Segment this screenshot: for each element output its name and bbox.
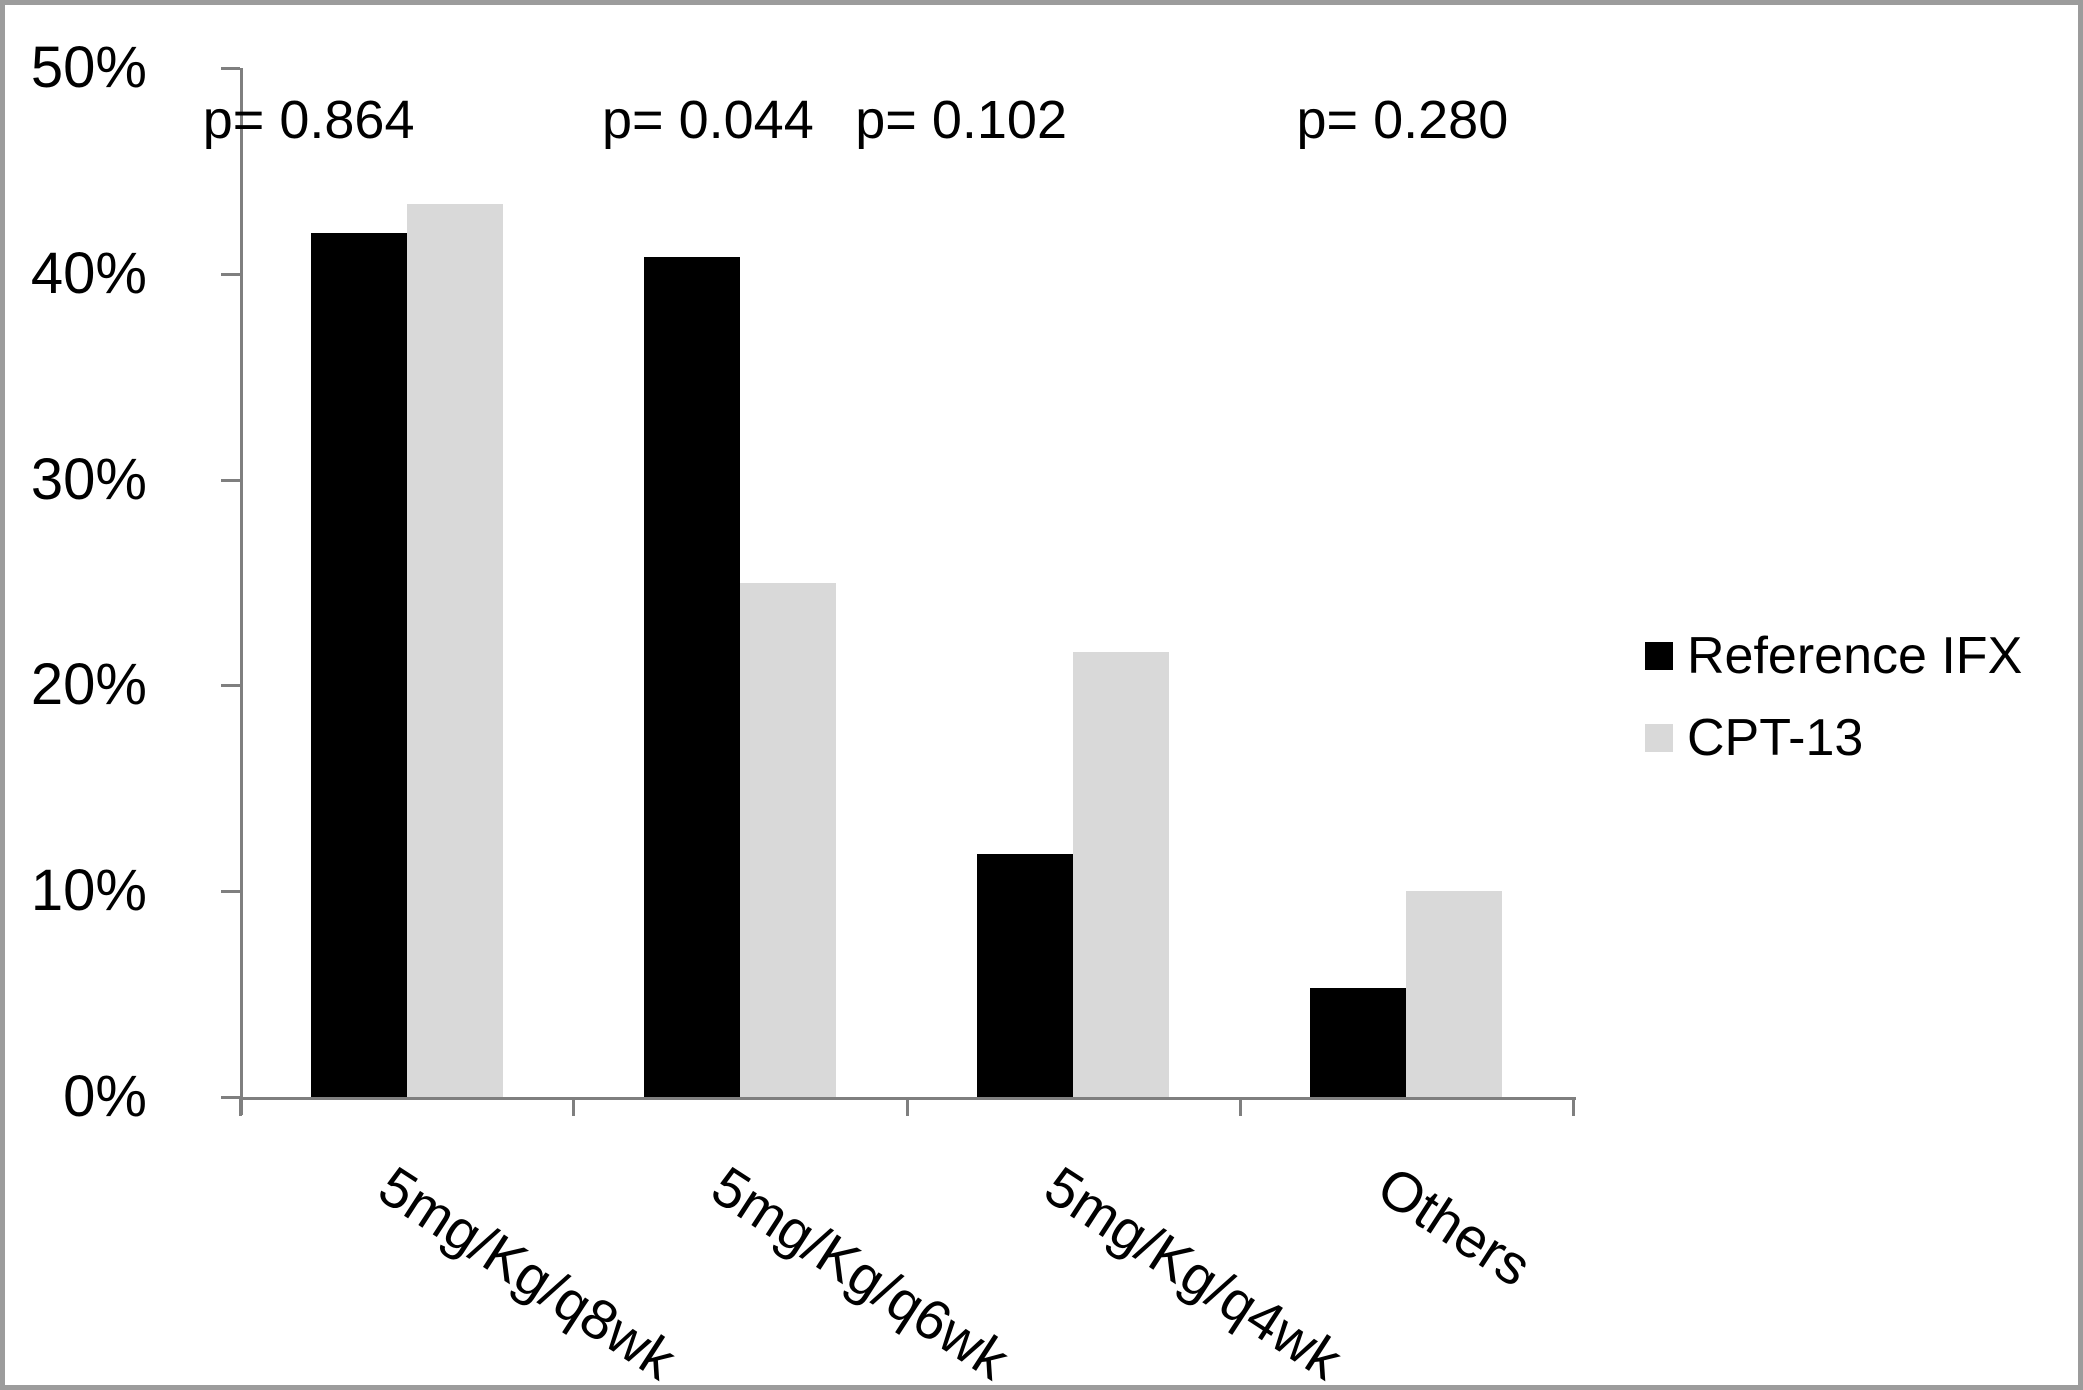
legend-marker-cpt-13	[1645, 724, 1673, 752]
x-tick-mark	[239, 1097, 242, 1116]
category-label: 5mg/Kg/q8wk	[367, 1153, 687, 1390]
y-tick-label: 20%	[30, 652, 147, 718]
p-value-label: p= 0.280	[1296, 90, 1509, 150]
category-label: 5mg/Kg/q4wk	[1034, 1153, 1354, 1390]
bar-reference-ifx	[310, 232, 407, 1097]
legend-item-cpt-13: CPT-13	[1645, 712, 1863, 764]
y-tick-label: 30%	[30, 446, 147, 512]
category-label: 5mg/Kg/q6wk	[701, 1153, 1020, 1390]
bar-cpt-13	[1406, 891, 1503, 1097]
legend-label-reference-ifx: Reference IFX	[1687, 627, 2023, 685]
legend-label-cpt-13: CPT-13	[1687, 709, 1864, 767]
bar-cpt-13	[406, 203, 503, 1097]
category-label: Others	[1367, 1153, 1543, 1299]
y-tick-mark	[221, 272, 240, 276]
bar-cpt-13	[739, 582, 836, 1097]
y-tick-label: 50%	[30, 35, 147, 100]
x-tick-mark	[572, 1097, 576, 1116]
y-tick-label: 40%	[30, 240, 147, 306]
y-tick-mark	[221, 1096, 240, 1099]
legend-item-reference-ifx: Reference IFX	[1645, 630, 2022, 682]
y-tick-mark	[221, 684, 240, 688]
y-tick-mark	[221, 67, 240, 70]
bar-reference-ifx	[1310, 987, 1407, 1097]
y-axis-line	[240, 68, 243, 1115]
y-tick-label: 10%	[30, 858, 147, 924]
p-value-label: p= 0.102	[855, 90, 1067, 150]
x-tick-mark	[1572, 1097, 1575, 1116]
y-tick-label: 0%	[63, 1064, 147, 1129]
y-tick-mark	[221, 478, 240, 482]
x-tick-mark	[1238, 1097, 1242, 1116]
p-value-label: p= 0.864	[202, 90, 415, 150]
legend-marker-reference-ifx	[1645, 642, 1673, 670]
y-tick-mark	[221, 890, 240, 894]
bar-reference-ifx	[977, 854, 1074, 1097]
bar-reference-ifx	[643, 257, 740, 1097]
bar-cpt-13	[1073, 652, 1170, 1097]
x-tick-mark	[905, 1097, 909, 1116]
p-value-label: p= 0.044	[602, 90, 814, 150]
